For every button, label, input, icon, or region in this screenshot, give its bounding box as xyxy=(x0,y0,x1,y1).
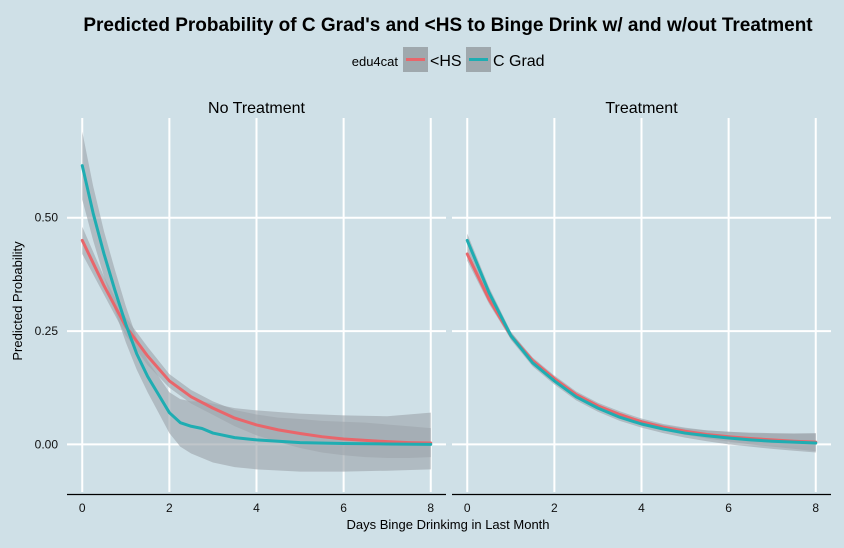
panel-strip-label: Treatment xyxy=(605,100,678,117)
x-tick-label: 6 xyxy=(340,501,347,515)
ci-ribbon-cgrad xyxy=(82,131,431,472)
y-tick-label: 0.50 xyxy=(35,211,59,225)
panel-no-treatment: No Treatment 0 2 4 6 8 0.00 0.25 0.50 xyxy=(35,100,446,515)
legend: edu4cat <HS C Grad xyxy=(352,47,545,72)
x-tick-label: 2 xyxy=(551,501,558,515)
x-tick-label: 4 xyxy=(638,501,645,515)
y-axis-title: Predicted Probability xyxy=(10,241,25,361)
series-line-cgrad xyxy=(465,238,818,445)
x-tick-label: 8 xyxy=(812,501,819,515)
x-tick-label: 6 xyxy=(725,501,732,515)
series-line-lths xyxy=(80,238,433,445)
chart-title: Predicted Probability of C Grad's and <H… xyxy=(83,15,813,36)
x-tick-label: 2 xyxy=(166,501,173,515)
legend-item: C Grad xyxy=(466,47,545,72)
legend-label: C Grad xyxy=(493,53,545,70)
x-tick-label: 4 xyxy=(253,501,260,515)
legend-label: <HS xyxy=(430,53,462,70)
x-axis-title: Days Binge Drinkimg in Last Month xyxy=(346,517,549,532)
y-tick-label: 0.00 xyxy=(35,437,59,451)
y-tick-label: 0.25 xyxy=(35,324,59,338)
x-tick-label: 0 xyxy=(79,501,86,515)
panel-treatment: Treatment 0 2 4 6 8 xyxy=(452,100,831,515)
series-line-cgrad xyxy=(80,164,433,446)
panel-strip-label: No Treatment xyxy=(208,100,305,117)
x-tick-label: 8 xyxy=(427,501,434,515)
x-tick-label: 0 xyxy=(464,501,471,515)
legend-item: <HS xyxy=(403,47,462,72)
legend-title: edu4cat xyxy=(352,54,399,69)
